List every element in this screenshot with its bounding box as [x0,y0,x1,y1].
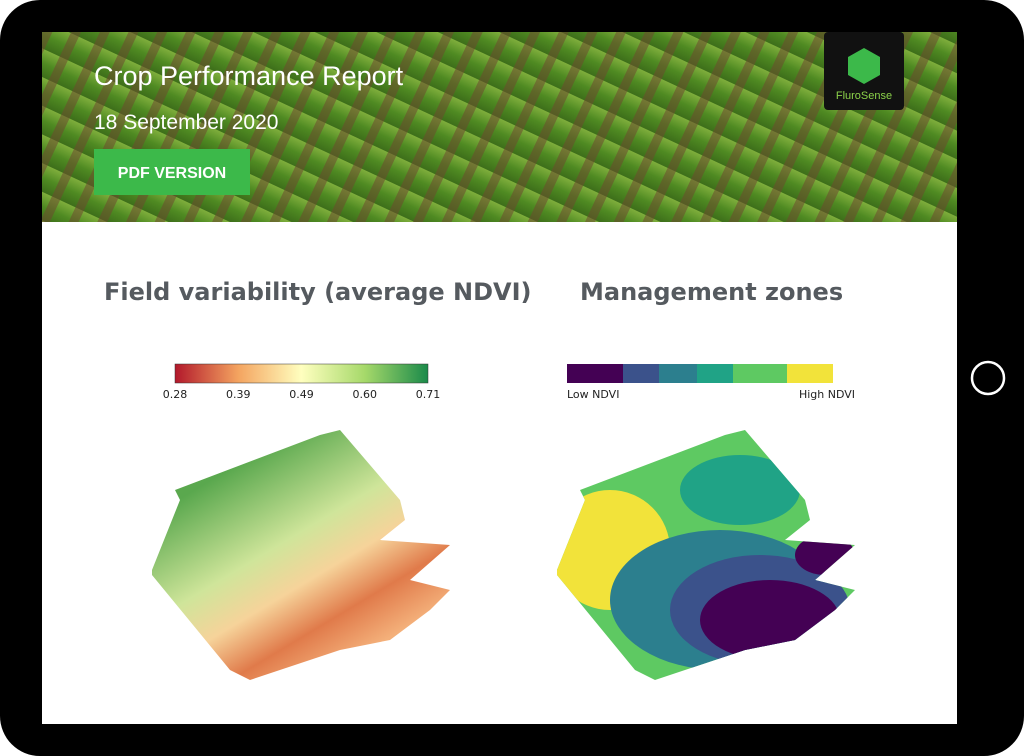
pdf-button[interactable] [94,149,250,195]
colorbar-label: 0.60 [353,388,378,401]
colorbar-label: High NDVI [799,388,855,401]
ndvi-map [152,430,450,680]
pdf-button-label: PDF VERSION [118,165,226,182]
panel-title: Field variability (average NDVI) [104,278,532,306]
colorbar [174,363,429,384]
panel-title: Management zones [580,278,843,306]
report-title: Crop Performance Report [94,61,404,91]
logo-icon [848,48,880,84]
colorbar-label: 0.49 [289,388,314,401]
logo-text: FluroSense [836,90,892,102]
zones-map [557,430,855,680]
colorbar-label: 0.39 [226,388,251,401]
colorbar [567,364,833,383]
colorbar-label: 0.71 [416,388,441,401]
report-date: 18 September 2020 [94,111,278,134]
colorbar-label: 0.28 [163,388,188,401]
home-button[interactable] [970,360,1006,396]
colorbar-label: Low NDVI [567,388,619,401]
